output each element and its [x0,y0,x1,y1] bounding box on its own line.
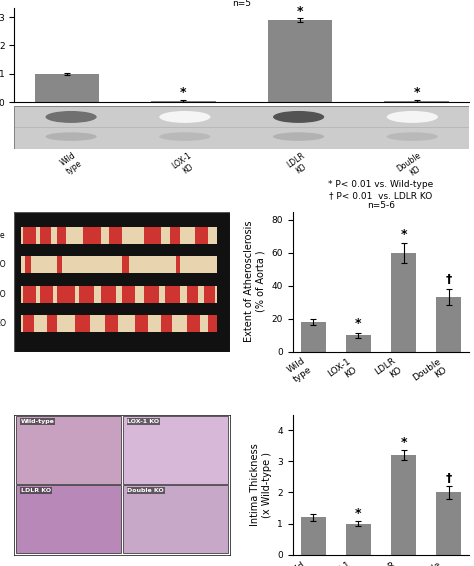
Text: *: * [401,436,407,449]
Text: *: * [297,5,303,18]
Bar [176,256,180,273]
Bar [301,517,326,555]
Text: *: * [355,317,362,330]
Bar [437,492,461,555]
Bar [346,524,371,555]
Bar [144,227,161,244]
Ellipse shape [46,132,97,141]
Ellipse shape [46,111,97,123]
Text: LDLR KO: LDLR KO [21,488,51,493]
Text: Wild-type: Wild-type [21,419,55,424]
Bar [79,286,94,303]
Bar [384,101,448,102]
Text: *: * [180,85,187,98]
Ellipse shape [273,132,324,141]
Bar [346,335,371,351]
Text: *: * [413,85,420,98]
Text: LDLR
KO: LDLR KO [285,151,312,178]
Bar [122,256,128,273]
Ellipse shape [387,132,438,141]
Bar [165,286,180,303]
Text: Wild-type: Wild-type [0,231,6,240]
Bar [301,322,326,351]
Text: Double
KO: Double KO [396,151,429,182]
Bar [204,286,215,303]
Bar [17,486,121,554]
Text: †: † [446,273,452,286]
Ellipse shape [159,111,210,123]
Ellipse shape [159,132,210,141]
Bar [21,315,217,332]
Bar [437,297,461,351]
Bar [40,227,51,244]
Bar [123,416,228,484]
Bar [170,227,180,244]
Text: LOX-1 KO: LOX-1 KO [0,260,6,269]
Bar [40,286,53,303]
Bar [21,227,217,244]
Bar [209,315,217,332]
Text: Double KO: Double KO [0,319,6,328]
Bar [123,486,228,554]
Bar [21,286,217,303]
Bar [391,455,416,555]
Bar [151,101,216,102]
Bar [23,315,34,332]
Bar [109,227,122,244]
Bar [23,227,36,244]
Bar [46,315,57,332]
Bar [83,227,100,244]
Text: LDLR KO: LDLR KO [0,290,6,299]
Bar [100,286,116,303]
Bar [25,256,31,273]
Text: LOX-1 KO: LOX-1 KO [128,419,160,424]
Bar [105,315,118,332]
Bar [57,286,74,303]
Bar [57,227,66,244]
Bar [187,286,198,303]
Bar [135,315,148,332]
Bar [35,74,99,102]
Y-axis label: Intima Thickness
(x Wild-type ): Intima Thickness (x Wild-type ) [250,443,272,526]
Bar [74,315,90,332]
Bar [187,315,200,332]
Bar [161,315,172,332]
Bar [144,286,159,303]
Bar [57,256,62,273]
Text: *: * [401,228,407,241]
Y-axis label: Extent of Atherosclerosis
(% of Aorta ): Extent of Atherosclerosis (% of Aorta ) [245,221,266,342]
Bar [122,286,135,303]
Bar [391,253,416,351]
Text: †: † [446,471,452,484]
Bar [268,20,332,102]
Bar [21,256,217,273]
Ellipse shape [273,111,324,123]
Bar [195,227,209,244]
Text: Double KO: Double KO [128,488,164,493]
Ellipse shape [387,111,438,123]
Text: LOX-1
KO: LOX-1 KO [170,151,200,179]
Bar [17,416,121,484]
Bar [23,286,36,303]
Text: *: * [355,507,362,520]
Text: * P< 0.01 vs. Wild-type
n=5: * P< 0.01 vs. Wild-type n=5 [189,0,294,7]
Text: * P< 0.01 vs. Wild-type
† P< 0.01  vs. LDLR KO
n=5-6: * P< 0.01 vs. Wild-type † P< 0.01 vs. LD… [328,181,434,210]
Text: Wild
type: Wild type [58,151,84,177]
